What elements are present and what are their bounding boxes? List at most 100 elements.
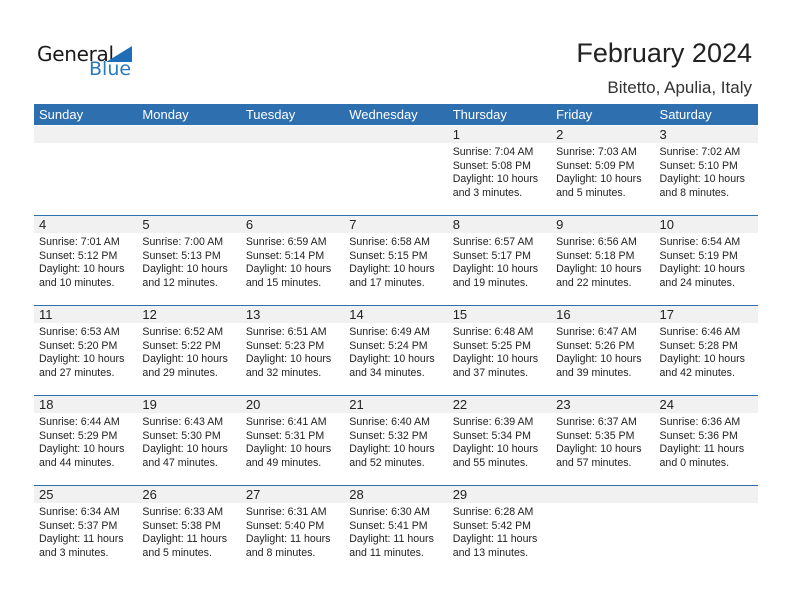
daylight-text: and 55 minutes. xyxy=(452,456,529,469)
day-number: 4 xyxy=(34,216,138,233)
weekday-header: Sunday Monday Tuesday Wednesday Thursday… xyxy=(34,104,758,125)
daylight-text: Daylight: 10 hours xyxy=(39,353,125,365)
day-info: Sunrise: 6:28 AM Sunset: 5:42 PM Daylight:… xyxy=(448,506,551,560)
daylight-text: Daylight: 11 hours xyxy=(659,443,745,455)
sunset-text: Sunset: 5:22 PM xyxy=(142,339,221,352)
day-cell: 19 Sunrise: 6:43 AM Sunset: 5:30 PM Dayligh… xyxy=(137,396,241,486)
logo-triangle-icon xyxy=(106,46,132,62)
daylight-text: Daylight: 10 hours xyxy=(349,263,435,275)
day-cell: 25 Sunrise: 6:34 AM Sunset: 5:37 PM Dayligh… xyxy=(34,486,138,576)
page-title: February 2024 xyxy=(576,38,752,68)
day-info: Sunrise: 6:37 AM Sunset: 5:35 PM Daylight:… xyxy=(551,416,654,470)
daylight-text: Daylight: 10 hours xyxy=(659,263,745,275)
sunset-text: Sunset: 5:23 PM xyxy=(245,339,325,352)
daylight-text: Daylight: 10 hours xyxy=(142,353,228,365)
day-info: Sunrise: 7:04 AM Sunset: 5:08 PM Daylight:… xyxy=(448,146,551,200)
day-number: 14 xyxy=(344,306,448,323)
day-number: 10 xyxy=(654,216,758,233)
daylight-text: Daylight: 11 hours xyxy=(142,533,228,545)
day-cell: 1 Sunrise: 7:04 AM Sunset: 5:08 PM Daylight… xyxy=(447,126,552,216)
daylight-text: Daylight: 10 hours xyxy=(245,443,332,455)
sunrise-text: Sunrise: 7:04 AM xyxy=(452,146,534,158)
day-number: 9 xyxy=(551,216,655,233)
day-info: Sunrise: 6:59 AM Sunset: 5:14 PM Daylight:… xyxy=(241,236,344,290)
logo-text-general: General xyxy=(37,42,114,66)
sunrise-text: Sunrise: 6:43 AM xyxy=(142,416,224,428)
day-number xyxy=(551,486,655,503)
day-info: Sunrise: 6:33 AM Sunset: 5:38 PM Daylight:… xyxy=(137,506,240,560)
empty-day-cell xyxy=(344,126,448,216)
sunrise-text: Sunrise: 7:01 AM xyxy=(39,236,120,248)
day-cell: 24 Sunrise: 6:36 AM Sunset: 5:36 PM Dayligh… xyxy=(654,396,758,486)
sunset-text: Sunset: 5:20 PM xyxy=(39,339,118,352)
day-cell: 21 Sunrise: 6:40 AM Sunset: 5:32 PM Dayligh… xyxy=(344,396,448,486)
day-info: Sunrise: 6:56 AM Sunset: 5:18 PM Daylight:… xyxy=(551,236,654,290)
location: Bitetto, Apulia, Italy xyxy=(607,78,752,97)
day-cell: 8 Sunrise: 6:57 AM Sunset: 5:17 PM Daylight… xyxy=(447,216,552,306)
daylight-text: Daylight: 10 hours xyxy=(659,173,745,185)
sunrise-text: Sunrise: 6:31 AM xyxy=(245,506,327,518)
daylight-text: Daylight: 10 hours xyxy=(556,173,642,185)
sunrise-text: Sunrise: 6:40 AM xyxy=(349,416,430,428)
daylight-text: and 57 minutes. xyxy=(556,456,632,469)
day-cell: 28 Sunrise: 6:30 AM Sunset: 5:41 PM Dayligh… xyxy=(344,486,448,576)
day-cell: 3 Sunrise: 7:02 AM Sunset: 5:10 PM Daylight… xyxy=(654,126,758,216)
day-number xyxy=(240,126,345,143)
sunset-text: Sunset: 5:40 PM xyxy=(245,519,325,532)
weekday-sunday: Sunday xyxy=(39,107,84,122)
day-cell: 9 Sunrise: 6:56 AM Sunset: 5:18 PM Daylight… xyxy=(551,216,655,306)
sunset-text: Sunset: 5:28 PM xyxy=(659,339,738,352)
sunrise-text: Sunrise: 6:44 AM xyxy=(39,416,120,428)
daylight-text: Daylight: 10 hours xyxy=(556,443,642,455)
day-cell: 14 Sunrise: 6:49 AM Sunset: 5:24 PM Dayligh… xyxy=(344,306,448,396)
day-info: Sunrise: 6:43 AM Sunset: 5:30 PM Daylight:… xyxy=(137,416,240,470)
empty-day-cell xyxy=(654,486,758,576)
week-row: 1 Sunrise: 7:04 AM Sunset: 5:08 PM Daylight… xyxy=(34,126,758,216)
daylight-text: Daylight: 11 hours xyxy=(349,533,434,545)
empty-day-cell xyxy=(137,126,241,216)
sunrise-text: Sunrise: 6:34 AM xyxy=(39,506,120,518)
daylight-text: Daylight: 10 hours xyxy=(39,263,125,275)
day-cell: 29 Sunrise: 6:28 AM Sunset: 5:42 PM Dayligh… xyxy=(447,486,552,576)
day-number xyxy=(137,126,241,143)
day-info: Sunrise: 6:46 AM Sunset: 5:28 PM Daylight:… xyxy=(655,326,758,380)
day-info: Sunrise: 6:54 AM Sunset: 5:19 PM Daylight:… xyxy=(655,236,758,290)
day-info: Sunrise: 6:36 AM Sunset: 5:36 PM Daylight:… xyxy=(655,416,758,470)
day-number: 23 xyxy=(551,396,655,413)
daylight-text: Daylight: 11 hours xyxy=(245,533,331,545)
day-number: 5 xyxy=(137,216,241,233)
day-cell: 23 Sunrise: 6:37 AM Sunset: 5:35 PM Dayligh… xyxy=(551,396,655,486)
day-number: 15 xyxy=(447,306,552,323)
day-number: 2 xyxy=(551,126,655,143)
logo-text-blue: Blue xyxy=(89,58,132,80)
daylight-text: and 8 minutes. xyxy=(245,546,316,559)
day-cell: 6 Sunrise: 6:59 AM Sunset: 5:14 PM Daylight… xyxy=(240,216,345,306)
daylight-text: and 19 minutes. xyxy=(452,276,529,289)
day-info: Sunrise: 7:02 AM Sunset: 5:10 PM Daylight:… xyxy=(655,146,758,200)
day-number: 8 xyxy=(447,216,552,233)
daylight-text: and 12 minutes. xyxy=(142,276,218,289)
day-cell: 11 Sunrise: 6:53 AM Sunset: 5:20 PM Dayligh… xyxy=(34,306,138,396)
empty-day-cell xyxy=(240,126,345,216)
sunset-text: Sunset: 5:37 PM xyxy=(39,519,118,532)
day-number: 25 xyxy=(34,486,138,503)
day-info: Sunrise: 6:40 AM Sunset: 5:32 PM Daylight:… xyxy=(344,416,447,470)
daylight-text: Daylight: 10 hours xyxy=(556,263,642,275)
sunrise-text: Sunrise: 7:02 AM xyxy=(659,146,741,158)
daylight-text: Daylight: 11 hours xyxy=(39,533,124,545)
daylight-text: Daylight: 10 hours xyxy=(556,353,642,365)
day-info: Sunrise: 6:47 AM Sunset: 5:26 PM Daylight:… xyxy=(551,326,654,380)
day-number: 28 xyxy=(344,486,448,503)
daylight-text: and 49 minutes. xyxy=(245,456,322,469)
sunset-text: Sunset: 5:24 PM xyxy=(349,339,428,352)
sunrise-text: Sunrise: 7:00 AM xyxy=(142,236,224,248)
sunrise-text: Sunrise: 6:49 AM xyxy=(349,326,430,338)
weekday-saturday: Saturday xyxy=(659,107,712,122)
sunset-text: Sunset: 5:36 PM xyxy=(659,429,738,442)
daylight-text: and 15 minutes. xyxy=(245,276,322,289)
day-cell: 20 Sunrise: 6:41 AM Sunset: 5:31 PM Dayligh… xyxy=(240,396,345,486)
sunset-text: Sunset: 5:42 PM xyxy=(452,519,532,532)
sunrise-text: Sunrise: 6:56 AM xyxy=(556,236,637,248)
empty-day-cell xyxy=(34,126,138,216)
daylight-text: and 3 minutes. xyxy=(39,546,109,559)
